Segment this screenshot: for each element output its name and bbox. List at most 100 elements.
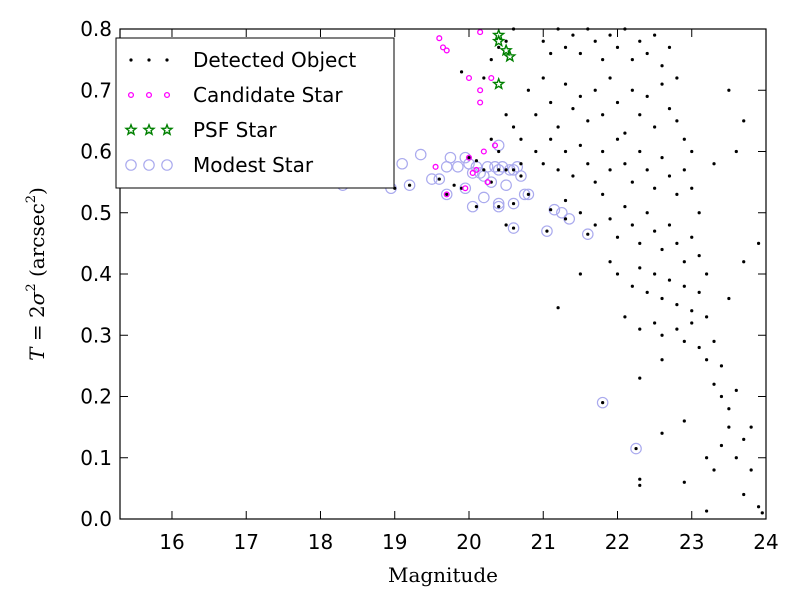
detected-object-point (630, 180, 634, 184)
detected-object-point (556, 168, 560, 172)
candidate-star-point (477, 29, 484, 36)
x-tick-label: 19 (382, 530, 407, 554)
candidate-star-point (432, 163, 439, 170)
legend-marker-dot (165, 58, 169, 62)
detected-object-point (571, 107, 575, 111)
modest-star-point (541, 225, 553, 237)
detected-object-point (563, 149, 568, 154)
detected-object-point (601, 192, 605, 196)
candidate-star-point (488, 74, 495, 82)
detected-object-point (749, 468, 753, 472)
legend-marker-ring-small (127, 91, 135, 99)
x-tick-label: 21 (531, 530, 556, 554)
detected-object-point (760, 511, 764, 515)
detected-object-point (593, 180, 597, 184)
modest-star-point (414, 148, 427, 161)
modest-star-point (500, 179, 512, 191)
modest-star-point (496, 161, 509, 173)
legend-marker-star (142, 122, 156, 136)
detected-object-point (675, 192, 679, 196)
modest-star-point (478, 191, 490, 204)
detected-object-point (645, 94, 649, 98)
detected-object-point (682, 480, 686, 484)
candidate-star-point (436, 35, 443, 42)
detected-object-point (638, 483, 642, 487)
detected-object-point (563, 82, 568, 86)
detected-object-point (459, 70, 464, 74)
detected-object-point (534, 113, 538, 117)
detected-object-point (690, 321, 694, 325)
detected-object-point (675, 76, 679, 80)
detected-object-point (756, 505, 761, 509)
x-tick-label: 22 (605, 530, 630, 554)
y-tick-label: 0.0 (80, 507, 112, 531)
detected-object-point (504, 168, 508, 172)
psf-star-series (491, 27, 517, 90)
detected-object-point (727, 425, 731, 429)
y-label-sigma: σ (25, 290, 49, 305)
candidate-star-point (443, 47, 450, 54)
detected-object-point (511, 201, 516, 206)
modest-star-point (440, 188, 453, 201)
candidate-star-point (462, 185, 469, 192)
detected-object-point (586, 162, 590, 166)
detected-object-point (563, 45, 568, 49)
detected-object-point (623, 205, 627, 209)
y-label-var: T (25, 346, 49, 361)
candidate-star-series (432, 29, 499, 198)
psf-star-point (502, 49, 517, 63)
modest-star-point (492, 164, 505, 176)
detected-object-point (511, 125, 516, 129)
detected-object-point (697, 290, 701, 294)
y-label-unit-close: ) (25, 187, 49, 195)
detected-object-point (660, 82, 664, 86)
detected-object-point (712, 339, 716, 343)
detected-object-point (504, 39, 508, 43)
detected-object-point (445, 192, 449, 196)
detected-object-point (638, 241, 642, 245)
detected-object-point (734, 388, 738, 392)
modest-star-point (396, 157, 408, 170)
detected-object-point (660, 333, 664, 337)
detected-object-point (638, 149, 642, 154)
legend-marker-dot (129, 58, 133, 62)
modest-star-point (581, 228, 594, 240)
detected-object-point (593, 39, 597, 43)
detected-object-point (504, 223, 508, 227)
x-tick-label: 23 (679, 530, 704, 554)
detected-object-point (578, 272, 582, 276)
detected-object-point (452, 183, 456, 187)
modest-star-point (630, 442, 642, 455)
detected-object-point (682, 419, 686, 423)
detected-object-point (719, 394, 724, 399)
detected-object-point (704, 456, 709, 460)
detected-object-point (534, 149, 538, 154)
detected-object-point (519, 162, 523, 166)
y-tick-label: 0.1 (80, 446, 112, 470)
detected-object-point (519, 174, 523, 178)
detected-object-point (756, 241, 761, 245)
modest-star-point (492, 200, 505, 213)
detected-object-point (734, 456, 738, 460)
candidate-star-point (465, 74, 473, 82)
detected-object-point (682, 168, 686, 172)
detected-object-point (608, 217, 612, 221)
detected-object-point (623, 162, 627, 166)
detected-object-point (556, 306, 560, 310)
modest-star-point (485, 176, 498, 188)
detected-object-point (545, 229, 549, 233)
y-tick-label: 0.5 (80, 201, 112, 225)
detected-object-point (608, 76, 612, 80)
x-tick-label: 20 (456, 530, 481, 554)
detected-object-point (734, 149, 738, 154)
detected-object-point (697, 254, 701, 258)
detected-object-point (712, 382, 716, 386)
detected-object-point (571, 33, 575, 37)
y-axis-label: T = 2σ2 (arcsec2) (24, 187, 49, 361)
detected-object-point (407, 183, 412, 187)
detected-object-point (660, 358, 664, 362)
detected-object-point (630, 58, 634, 62)
y-label-eq: = 2 (25, 305, 49, 347)
x-axis-label: Magnitude (388, 563, 498, 587)
detected-object-point (682, 284, 686, 288)
